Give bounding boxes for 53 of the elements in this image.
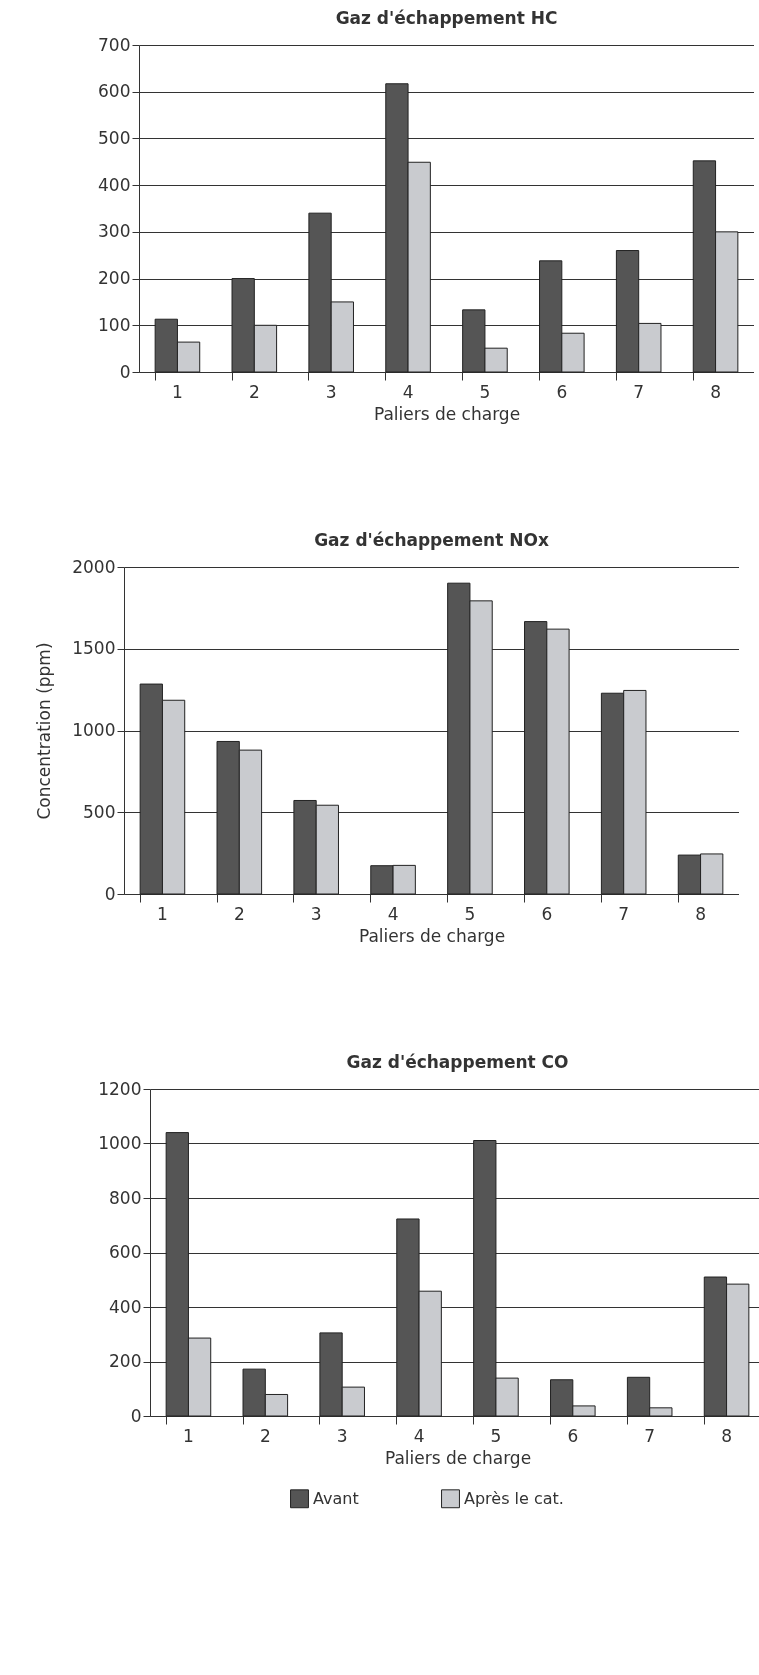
x-axis-title: Paliers de charge — [373, 403, 521, 424]
x-tick-label: 3 — [325, 381, 337, 402]
y-tick-label: 300 — [98, 221, 131, 242]
x-tick-label: 5 — [490, 1425, 502, 1446]
y-tick-label: 400 — [109, 1296, 142, 1317]
x-tick-label: 4 — [413, 1425, 425, 1446]
y-tick-label: 200 — [98, 268, 131, 289]
x-tick-label: 7 — [618, 903, 630, 924]
y-tick-label: 1500 — [72, 638, 116, 659]
legend-label: Avant — [313, 1488, 359, 1508]
y-tick-label: 1000 — [72, 720, 116, 740]
x-tick-label: 2 — [233, 903, 245, 924]
y-tick-label: 0 — [130, 1405, 142, 1426]
y-tick-label: 500 — [98, 127, 131, 148]
y-tick-label: 2000 — [72, 556, 116, 577]
x-tick-label: 1 — [183, 1425, 194, 1446]
chart-title: Gaz d'échappement CO — [346, 1052, 569, 1072]
x-tick-label: 7 — [633, 381, 645, 402]
y-tick-label: 800 — [109, 1187, 142, 1208]
y-tick-label: 1000 — [98, 1133, 142, 1153]
x-tick-label: 3 — [310, 903, 322, 924]
x-tick-label: 5 — [464, 903, 476, 924]
y-tick-label: 600 — [98, 81, 131, 102]
x-tick-label: 3 — [336, 1425, 348, 1446]
x-axis-title: Paliers de charge — [384, 1447, 532, 1468]
x-tick-label: 1 — [157, 903, 168, 924]
x-tick-label: 8 — [721, 1425, 732, 1446]
chart-title: Gaz d'échappement HC — [335, 8, 558, 28]
y-tick-label: 1200 — [98, 1078, 142, 1099]
x-tick-label: 8 — [710, 381, 721, 402]
y-tick-label: 700 — [98, 34, 131, 55]
x-tick-label: 6 — [567, 1425, 579, 1446]
x-axis-title: Paliers de charge — [358, 925, 506, 946]
y-tick-label: 500 — [83, 801, 116, 822]
chart-title: Gaz d'échappement NOx — [314, 530, 549, 550]
y-tick-label: 400 — [98, 174, 131, 195]
y-tick-label: 600 — [109, 1242, 142, 1262]
x-tick-label: 4 — [387, 903, 399, 924]
y-axis-title: Concentration (ppm) — [34, 642, 55, 820]
x-tick-label: 1 — [172, 381, 183, 402]
x-tick-label: 2 — [259, 1425, 271, 1446]
x-tick-label: 7 — [644, 1425, 656, 1446]
y-tick-label: 200 — [109, 1351, 142, 1371]
y-tick-label: 0 — [104, 883, 116, 904]
x-tick-label: 6 — [556, 381, 568, 402]
y-tick-label: 0 — [119, 361, 131, 382]
x-tick-label: 5 — [479, 381, 491, 402]
x-tick-label: 4 — [402, 381, 414, 402]
legend-label: Après le cat. — [464, 1488, 564, 1508]
x-tick-label: 8 — [695, 903, 706, 924]
x-tick-label: 6 — [541, 903, 553, 924]
y-tick-label: 100 — [98, 314, 131, 335]
x-tick-label: 2 — [248, 381, 260, 402]
